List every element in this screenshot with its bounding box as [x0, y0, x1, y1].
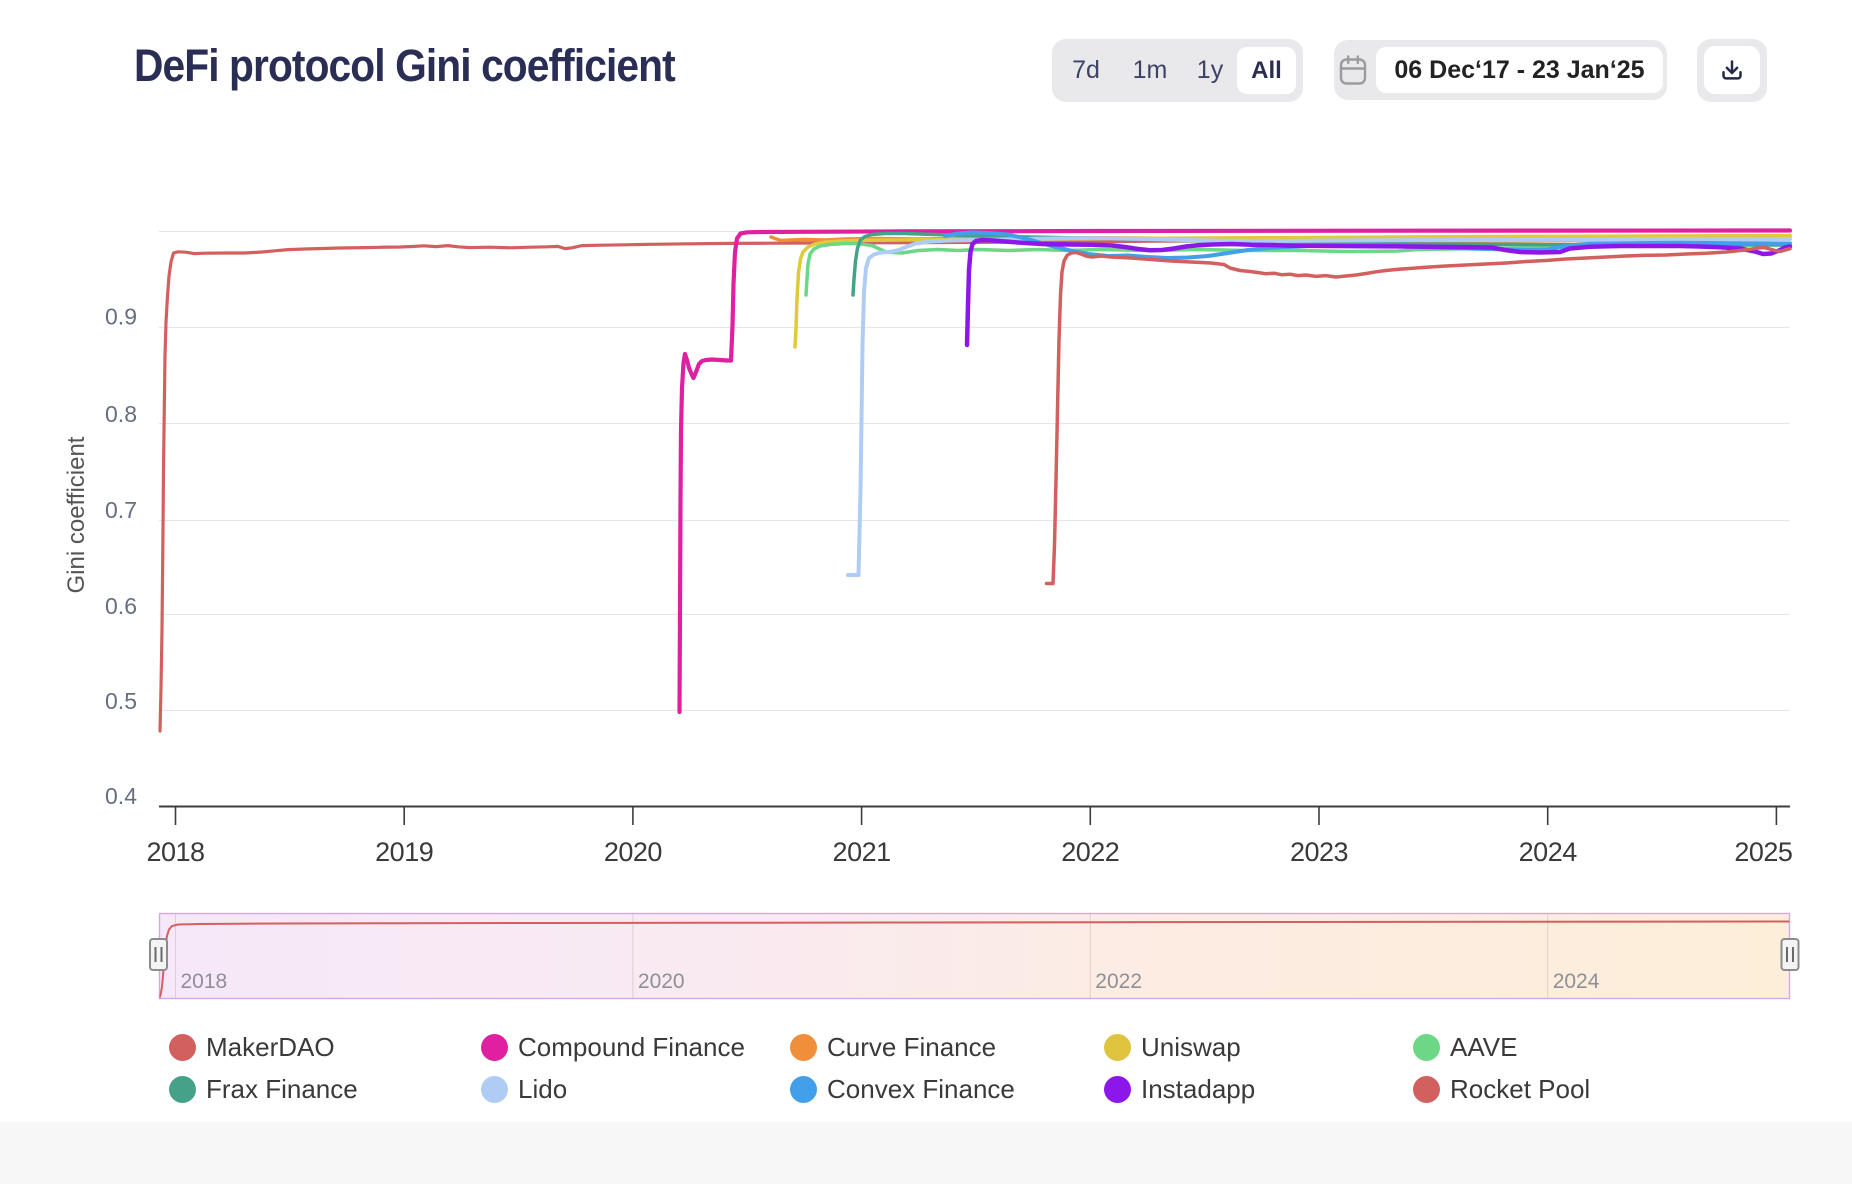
svg-text:2021: 2021: [833, 837, 891, 867]
svg-text:2023: 2023: [1290, 837, 1348, 867]
svg-text:2024: 2024: [1553, 970, 1600, 993]
svg-text:2019: 2019: [375, 837, 433, 867]
svg-text:0.4: 0.4: [105, 783, 137, 809]
svg-text:2022: 2022: [1061, 837, 1119, 867]
svg-text:2018: 2018: [146, 837, 204, 867]
svg-text:0.8: 0.8: [105, 401, 137, 427]
svg-text:2025: 2025: [1734, 837, 1792, 867]
svg-text:2024: 2024: [1519, 837, 1578, 867]
svg-text:0.5: 0.5: [105, 688, 137, 714]
svg-text:2020: 2020: [638, 970, 685, 993]
svg-text:Gini coefficient: Gini coefficient: [63, 436, 90, 593]
svg-text:2022: 2022: [1095, 970, 1142, 993]
svg-text:0.6: 0.6: [105, 593, 137, 619]
svg-text:2020: 2020: [604, 837, 662, 867]
svg-text:2018: 2018: [181, 970, 228, 993]
svg-text:0.7: 0.7: [105, 497, 137, 523]
svg-text:0.9: 0.9: [105, 304, 137, 330]
